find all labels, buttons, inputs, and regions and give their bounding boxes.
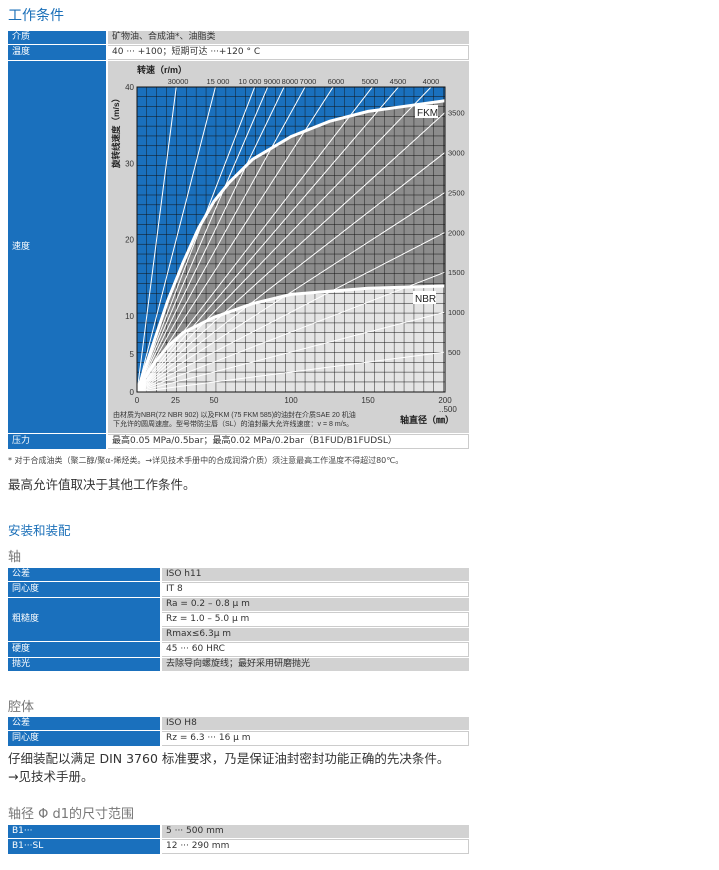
rpm-line bbox=[137, 152, 445, 392]
y-tick-label: 20 bbox=[125, 236, 134, 245]
row-value: 最高0.05 MPa/0.5bar；最高0.02 MPa/0.2bar（B1FU… bbox=[108, 434, 469, 449]
row-label: B1···SL bbox=[8, 839, 162, 854]
footnote: * 对于合成油类（聚二醇/聚α-烯烃类。→详见技术手册中的合成润滑介质）须注意最… bbox=[8, 456, 404, 465]
table-row: 压力 最高0.05 MPa/0.5bar；最高0.02 MPa/0.2bar（B1… bbox=[8, 434, 469, 449]
x-tick-label: 100 bbox=[284, 396, 298, 405]
y-tick-label: 5 bbox=[130, 350, 135, 359]
range-title: 轴径 Φ d1的尺寸范围 bbox=[8, 807, 135, 822]
rpm-line bbox=[137, 87, 269, 392]
right-rpm-label: 2500 bbox=[448, 188, 465, 197]
rpm-line bbox=[137, 87, 334, 392]
row-label: 公差 bbox=[8, 568, 162, 581]
row-value: Rmax≤6.3μ m bbox=[162, 628, 469, 641]
top-rpm-label: 6000 bbox=[328, 77, 345, 86]
rpm-line bbox=[137, 87, 285, 392]
shaft-table: 公差 ISO h11 同心度 IT 8 粗糙度 Ra = 0.2 – 0.8 μ m … bbox=[8, 567, 469, 672]
fkm-curve bbox=[137, 99, 445, 392]
row-value: IT 8 bbox=[162, 582, 469, 597]
row-label: 温度 bbox=[8, 45, 108, 60]
chart-caption: 由材质为NBR(72 NBR 902) 以及FKM (75 FKM 585)的油… bbox=[113, 410, 356, 419]
row-value: 矿物油、合成油*、油脂类 bbox=[108, 31, 469, 44]
top-rpm-label: 30000 bbox=[168, 77, 189, 86]
top-rpm-label: 4000 bbox=[423, 77, 440, 86]
y-tick-label: 30 bbox=[125, 159, 134, 168]
row-label: 速度 bbox=[8, 61, 108, 433]
x-tick-label: 200 bbox=[438, 396, 452, 405]
rpm-line bbox=[137, 112, 445, 392]
rpm-line bbox=[137, 87, 306, 392]
rpm-line bbox=[137, 231, 445, 392]
y-axis-label: 旋转线速度（m/s） bbox=[111, 94, 121, 169]
row-label: 公差 bbox=[8, 717, 162, 730]
right-rpm-label: 1500 bbox=[448, 268, 465, 277]
row-value: 45 ··· 60 HRC bbox=[162, 642, 469, 657]
row-label: B1··· bbox=[8, 825, 162, 838]
y-tick-label: 40 bbox=[125, 83, 134, 92]
fkm-label: FKM bbox=[417, 108, 438, 119]
row-value: ISO H8 bbox=[162, 717, 469, 730]
row-label: 压力 bbox=[8, 434, 108, 449]
rpm-line bbox=[137, 87, 432, 392]
row-value: 40 ··· +100；短期可达 ···+120 ° C bbox=[108, 45, 469, 60]
x-tick-label: 25 bbox=[171, 396, 180, 405]
rpm-line bbox=[137, 87, 216, 392]
note: 最高允许值取决于其他工作条件。 bbox=[8, 477, 196, 492]
x-axis-label: 轴直径（㎜） bbox=[400, 414, 454, 425]
right-rpm-label: 1000 bbox=[448, 308, 465, 317]
section-title-operating-conditions: 工作条件 bbox=[8, 8, 64, 24]
row-label: 粗糙度 bbox=[8, 598, 162, 641]
row-value: Ra = 0.2 – 0.8 μ m bbox=[162, 598, 469, 611]
row-label: 抛光 bbox=[8, 658, 162, 671]
shaft-title: 轴 bbox=[8, 550, 22, 565]
row-label: 同心度 bbox=[8, 731, 162, 746]
row-value: Rz = 6.3 ··· 16 μ m bbox=[162, 731, 469, 746]
row-value: Rz = 1.0 – 5.0 μ m bbox=[162, 612, 469, 627]
x-tick-label: 50 bbox=[210, 396, 219, 405]
top-rpm-label: 8000 bbox=[282, 77, 299, 86]
table-row: 介质 矿物油、合成油*、油脂类 bbox=[8, 31, 469, 44]
top-axis-label: 转速（r/m） bbox=[137, 64, 187, 75]
range-table: B1··· 5 ··· 500 mm B1···SL 12 ··· 290 mm bbox=[8, 824, 469, 855]
x-tick-label: 0 bbox=[135, 396, 140, 405]
right-rpm-label: 500 bbox=[448, 348, 461, 357]
section-title-installation: 安装和装配 bbox=[8, 523, 71, 538]
assembly-note: 仔细装配以满足 DIN 3760 标准要求，乃是保证油封密封功能正确的先决条件。 bbox=[8, 751, 450, 766]
top-rpm-label: 10 000 bbox=[239, 77, 262, 86]
row-label: 硬度 bbox=[8, 642, 162, 657]
nbr-curve bbox=[137, 284, 445, 392]
nbr-label: NBR bbox=[415, 294, 436, 305]
rpm-line bbox=[137, 351, 445, 392]
rpm-line bbox=[137, 271, 445, 392]
top-rpm-label: 9000 bbox=[264, 77, 281, 86]
row-value: ISO h11 bbox=[162, 568, 469, 581]
right-rpm-label: 3000 bbox=[448, 148, 465, 157]
table-row: 温度 40 ··· +100；短期可达 ···+120 ° C bbox=[8, 45, 469, 60]
housing-table: 公差 ISO H8 同心度 Rz = 6.3 ··· 16 μ m bbox=[8, 716, 469, 747]
rpm-line bbox=[137, 87, 373, 392]
chart-caption: 下允许的圆周速度。型号带防尘唇（SL）的油封最大允许线速度：v = 8 m/s。 bbox=[113, 419, 353, 428]
rpm-line bbox=[137, 191, 445, 392]
top-rpm-label: 7000 bbox=[300, 77, 317, 86]
row-label: 介质 bbox=[8, 31, 108, 44]
assembly-link[interactable]: →见技术手册。 bbox=[8, 769, 94, 784]
row-value: 12 ··· 290 mm bbox=[162, 839, 469, 854]
top-rpm-label: 15 000 bbox=[207, 77, 230, 86]
x-tick-label: 150 bbox=[361, 396, 375, 405]
speed-diagram: FKM NBR 转速（r/m） 旋转线速度（m/s） 轴直径（㎜） 由材质为NB… bbox=[111, 64, 465, 428]
right-rpm-label: 3500 bbox=[448, 109, 465, 118]
row-value: 5 ··· 500 mm bbox=[162, 825, 469, 838]
y-tick-label: 10 bbox=[125, 312, 134, 321]
x-tick-extra: ..500 bbox=[439, 405, 457, 414]
rpm-line bbox=[137, 87, 400, 392]
row-label: 同心度 bbox=[8, 582, 162, 597]
row-value: 去除导向螺旋线；最好采用研磨抛光 bbox=[162, 658, 469, 671]
housing-title: 腔体 bbox=[8, 700, 35, 715]
top-rpm-label: 4500 bbox=[390, 77, 407, 86]
rpm-line bbox=[137, 311, 445, 392]
right-rpm-label: 2000 bbox=[448, 228, 465, 237]
rpm-line bbox=[137, 87, 256, 392]
y-tick-label: 0 bbox=[130, 388, 135, 397]
top-rpm-label: 5000 bbox=[362, 77, 379, 86]
